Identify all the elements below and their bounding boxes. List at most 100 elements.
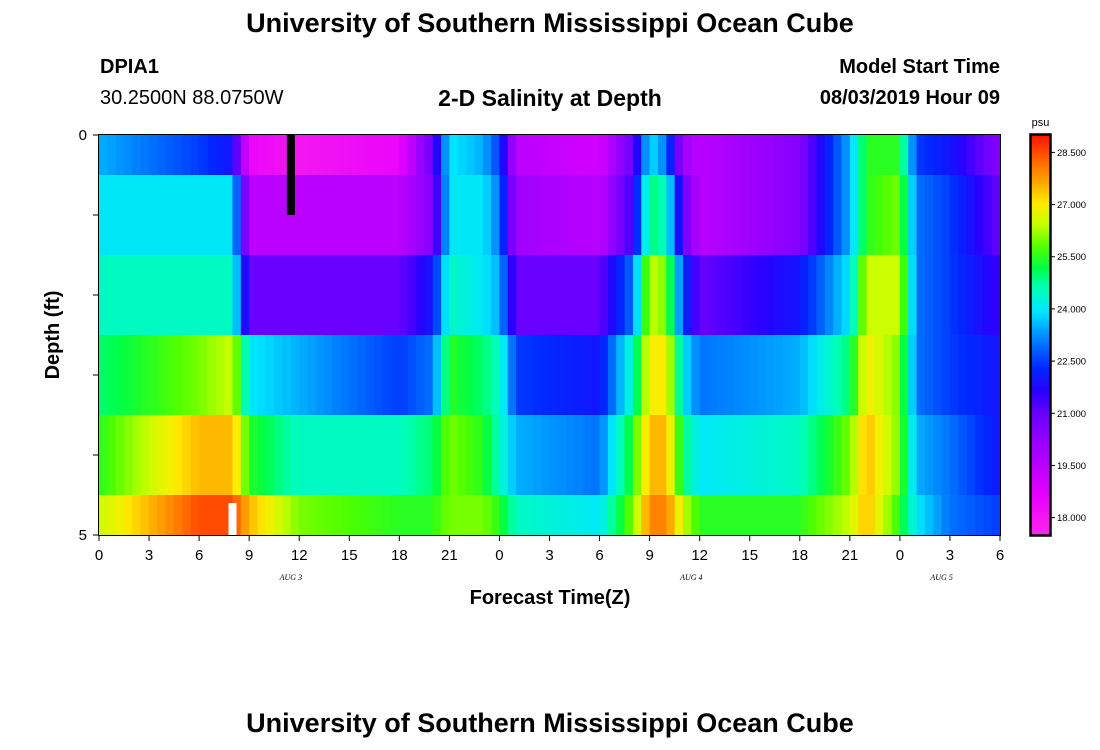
- heatmap-cell: [841, 415, 851, 496]
- heatmap-cell: [99, 255, 108, 336]
- heatmap-cell: [991, 495, 1001, 536]
- heatmap-cell: [866, 335, 876, 416]
- y-axis-label: Depth (ft): [42, 291, 64, 380]
- heatmap-cell: [274, 175, 284, 256]
- colorbar-segment: [1031, 283, 1050, 286]
- colorbar-segment: [1031, 405, 1050, 408]
- chart-title: University of Southern Mississippi Ocean…: [246, 8, 854, 38]
- heatmap-cell: [524, 335, 534, 416]
- heatmap-cell: [466, 335, 476, 416]
- heatmap-cell: [132, 335, 142, 416]
- heatmap-cell: [758, 415, 767, 496]
- colorbar-segment: [1031, 151, 1050, 154]
- heatmap-cell: [958, 415, 968, 496]
- station-id: DPIA1: [100, 56, 159, 78]
- colorbar-segment: [1031, 195, 1050, 198]
- heatmap-cell: [991, 135, 1001, 176]
- heatmap-cell: [499, 335, 509, 416]
- heatmap-cell: [883, 335, 893, 416]
- colorbar-tick-label: 25.500: [1057, 252, 1086, 263]
- heatmap-cell: [357, 255, 367, 336]
- heatmap-cell: [858, 175, 868, 256]
- heatmap-cell: [874, 135, 884, 176]
- heatmap-cell: [457, 495, 467, 536]
- heatmap-cell: [132, 135, 142, 176]
- heatmap-cell: [132, 495, 142, 536]
- heatmap-cell: [107, 415, 117, 496]
- colorbar-segment: [1031, 383, 1050, 386]
- heatmap-cell: [624, 335, 634, 416]
- heatmap-cell: [315, 175, 325, 256]
- heatmap-cell: [299, 135, 309, 176]
- heatmap-cell: [140, 495, 150, 536]
- colorbar-segment: [1031, 159, 1050, 162]
- heatmap-cell: [657, 495, 667, 536]
- heatmap-cell: [466, 255, 476, 336]
- heatmap-cell: [457, 255, 467, 336]
- heatmap-cell: [299, 495, 309, 536]
- heatmap-cell: [758, 495, 767, 536]
- colorbar-segment: [1031, 525, 1050, 528]
- heatmap-cell: [607, 135, 617, 176]
- heatmap-cell: [657, 415, 667, 496]
- date-label: AUG 5: [929, 573, 952, 582]
- heatmap-cell: [149, 255, 158, 336]
- heatmap-cell: [424, 335, 434, 416]
- heatmap-cell: [374, 415, 384, 496]
- heatmap-cell: [949, 415, 959, 496]
- heatmap-cell: [916, 335, 926, 416]
- heatmap-cell: [282, 175, 292, 256]
- colorbar-segment: [1031, 231, 1050, 234]
- heatmap-cell: [674, 415, 684, 496]
- heatmap-cell: [441, 135, 450, 176]
- colorbar-segment: [1031, 437, 1050, 440]
- heatmap-cell: [315, 135, 325, 176]
- heatmap-cell: [99, 135, 108, 176]
- colorbar-segment: [1031, 459, 1050, 462]
- colorbar-segment: [1031, 307, 1050, 310]
- colorbar-segment: [1031, 249, 1050, 252]
- colorbar-segment: [1031, 465, 1050, 468]
- heatmap-cell: [958, 495, 968, 536]
- heatmap-cell: [632, 415, 642, 496]
- heatmap-cell: [682, 335, 692, 416]
- heatmap-cell: [849, 335, 859, 416]
- heatmap-cell: [174, 495, 184, 536]
- heatmap-cell: [432, 175, 442, 256]
- heatmap-cell: [858, 255, 868, 336]
- heatmap-cell: [199, 135, 209, 176]
- colorbar-segment: [1031, 179, 1050, 182]
- heatmap-cell: [532, 175, 542, 256]
- colorbar-segment: [1031, 201, 1050, 204]
- heatmap-cell: [199, 175, 209, 256]
- heatmap-cell: [199, 335, 209, 416]
- heatmap-cell: [182, 495, 192, 536]
- heatmap-cell: [365, 135, 375, 176]
- heatmap-cell: [783, 135, 793, 176]
- heatmap-cell: [265, 255, 275, 336]
- heatmap-cell: [115, 135, 125, 176]
- colorbar-segment: [1031, 355, 1050, 358]
- heatmap-cell: [541, 255, 551, 336]
- heatmap-cell: [933, 415, 943, 496]
- colorbar-segment: [1031, 407, 1050, 410]
- heatmap-cell: [733, 495, 742, 536]
- heatmap-cell: [466, 175, 476, 256]
- colorbar-segment: [1031, 351, 1050, 354]
- heatmap-cell: [132, 175, 142, 256]
- colorbar-segment: [1031, 291, 1050, 294]
- heatmap-cell: [290, 135, 300, 176]
- heatmap-cell: [207, 135, 217, 176]
- heatmap-cell: [899, 255, 909, 336]
- heatmap-cell: [315, 495, 325, 536]
- colorbar-segment: [1031, 247, 1050, 250]
- heatmap-cell: [165, 415, 175, 496]
- heatmap-cell: [124, 495, 133, 536]
- y-tick-label: 5: [79, 527, 87, 544]
- colorbar-segment: [1031, 387, 1050, 390]
- heatmap-cell: [691, 335, 701, 416]
- heatmap-cell: [424, 415, 434, 496]
- heatmap-cell: [924, 495, 934, 536]
- colorbar-segment: [1031, 281, 1050, 284]
- footer-title: University of Southern Mississippi Ocean…: [246, 708, 854, 738]
